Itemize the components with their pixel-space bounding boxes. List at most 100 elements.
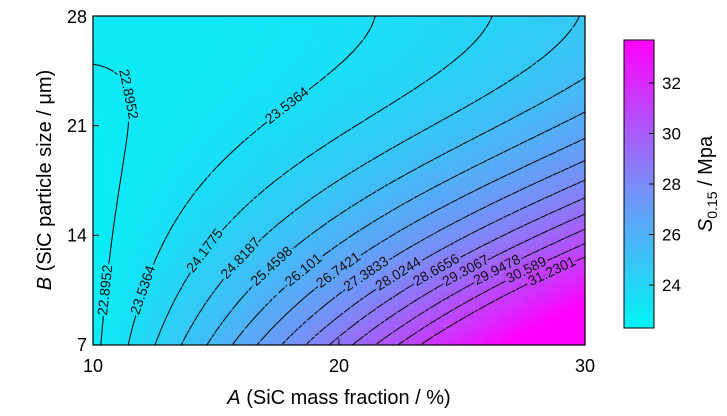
field-cell (339, 273, 346, 280)
field-cell (555, 21, 562, 29)
field-cell (525, 327, 532, 334)
field-cell (513, 333, 520, 340)
field-cell (405, 255, 412, 262)
field-cell (321, 201, 328, 209)
field-cell (561, 291, 568, 298)
field-cell (429, 213, 436, 220)
field-cell (339, 279, 346, 286)
field-cell (561, 135, 568, 143)
field-cell (369, 207, 376, 214)
field-cell (333, 51, 340, 59)
field-cell (531, 16, 538, 23)
field-cell (159, 321, 166, 328)
field-cell (561, 63, 568, 71)
field-cell (99, 51, 106, 59)
field-cell (207, 147, 214, 155)
field-cell (519, 309, 526, 316)
field-cell (399, 57, 406, 65)
field-cell (453, 333, 460, 340)
field-cell (351, 303, 358, 310)
field-cell (171, 321, 178, 328)
field-cell (225, 183, 232, 191)
field-cell (93, 87, 100, 95)
field-cell (207, 135, 214, 143)
field-cell (357, 273, 364, 280)
field-cell (357, 45, 364, 53)
field-cell (123, 243, 130, 250)
field-cell (231, 261, 238, 268)
field-cell (525, 16, 532, 23)
field-cell (345, 105, 352, 113)
field-cell (105, 321, 112, 328)
field-cell (297, 189, 304, 197)
field-cell (237, 243, 244, 250)
field-cell (201, 16, 208, 23)
field-cell (225, 177, 232, 185)
field-cell (567, 231, 574, 238)
field-cell (225, 135, 232, 143)
field-cell (147, 63, 154, 71)
field-cell (567, 243, 574, 250)
field-cell (411, 249, 418, 256)
field-cell (525, 51, 532, 59)
field-cell (267, 219, 274, 226)
field-cell (99, 255, 106, 262)
field-cell (453, 231, 460, 238)
field-cell (207, 123, 214, 131)
field-cell (297, 309, 304, 316)
field-cell (285, 81, 292, 89)
field-cell (135, 33, 142, 41)
field-cell (135, 21, 142, 29)
field-cell (519, 111, 526, 119)
field-cell (177, 333, 184, 340)
field-cell (573, 219, 580, 226)
field-cell (279, 243, 286, 250)
field-cell (531, 147, 538, 155)
field-cell (345, 267, 352, 274)
field-cell (111, 249, 118, 256)
field-cell (309, 267, 316, 274)
field-cell (543, 33, 550, 41)
field-cell (141, 105, 148, 113)
field-cell (183, 291, 190, 298)
field-cell (579, 237, 585, 244)
field-cell (549, 177, 556, 185)
field-cell (93, 273, 100, 280)
field-cell (93, 153, 100, 161)
field-cell (435, 285, 442, 292)
field-cell (93, 183, 100, 191)
field-cell (195, 135, 202, 143)
field-cell (543, 219, 550, 226)
field-cell (177, 267, 184, 274)
field-cell (99, 339, 106, 345)
field-cell (327, 327, 334, 334)
field-cell (273, 159, 280, 167)
field-cell (255, 327, 262, 334)
field-cell (225, 339, 232, 345)
field-cell (417, 111, 424, 119)
field-cell (543, 315, 550, 322)
field-cell (405, 309, 412, 316)
field-cell (291, 201, 298, 209)
field-cell (225, 105, 232, 113)
field-cell (357, 231, 364, 238)
field-cell (567, 261, 574, 268)
field-cell (519, 249, 526, 256)
field-cell (129, 195, 136, 203)
field-cell (201, 39, 208, 47)
field-cell (195, 201, 202, 209)
field-cell (549, 21, 556, 29)
field-cell (567, 87, 574, 95)
field-cell (567, 45, 574, 53)
field-cell (327, 267, 334, 274)
field-cell (309, 51, 316, 59)
field-cell (327, 21, 334, 29)
field-cell (405, 63, 412, 71)
field-cell (555, 129, 562, 137)
field-cell (549, 111, 556, 119)
field-cell (471, 243, 478, 250)
field-cell (381, 213, 388, 220)
field-cell (207, 237, 214, 244)
field-cell (135, 129, 142, 137)
field-cell (369, 123, 376, 131)
